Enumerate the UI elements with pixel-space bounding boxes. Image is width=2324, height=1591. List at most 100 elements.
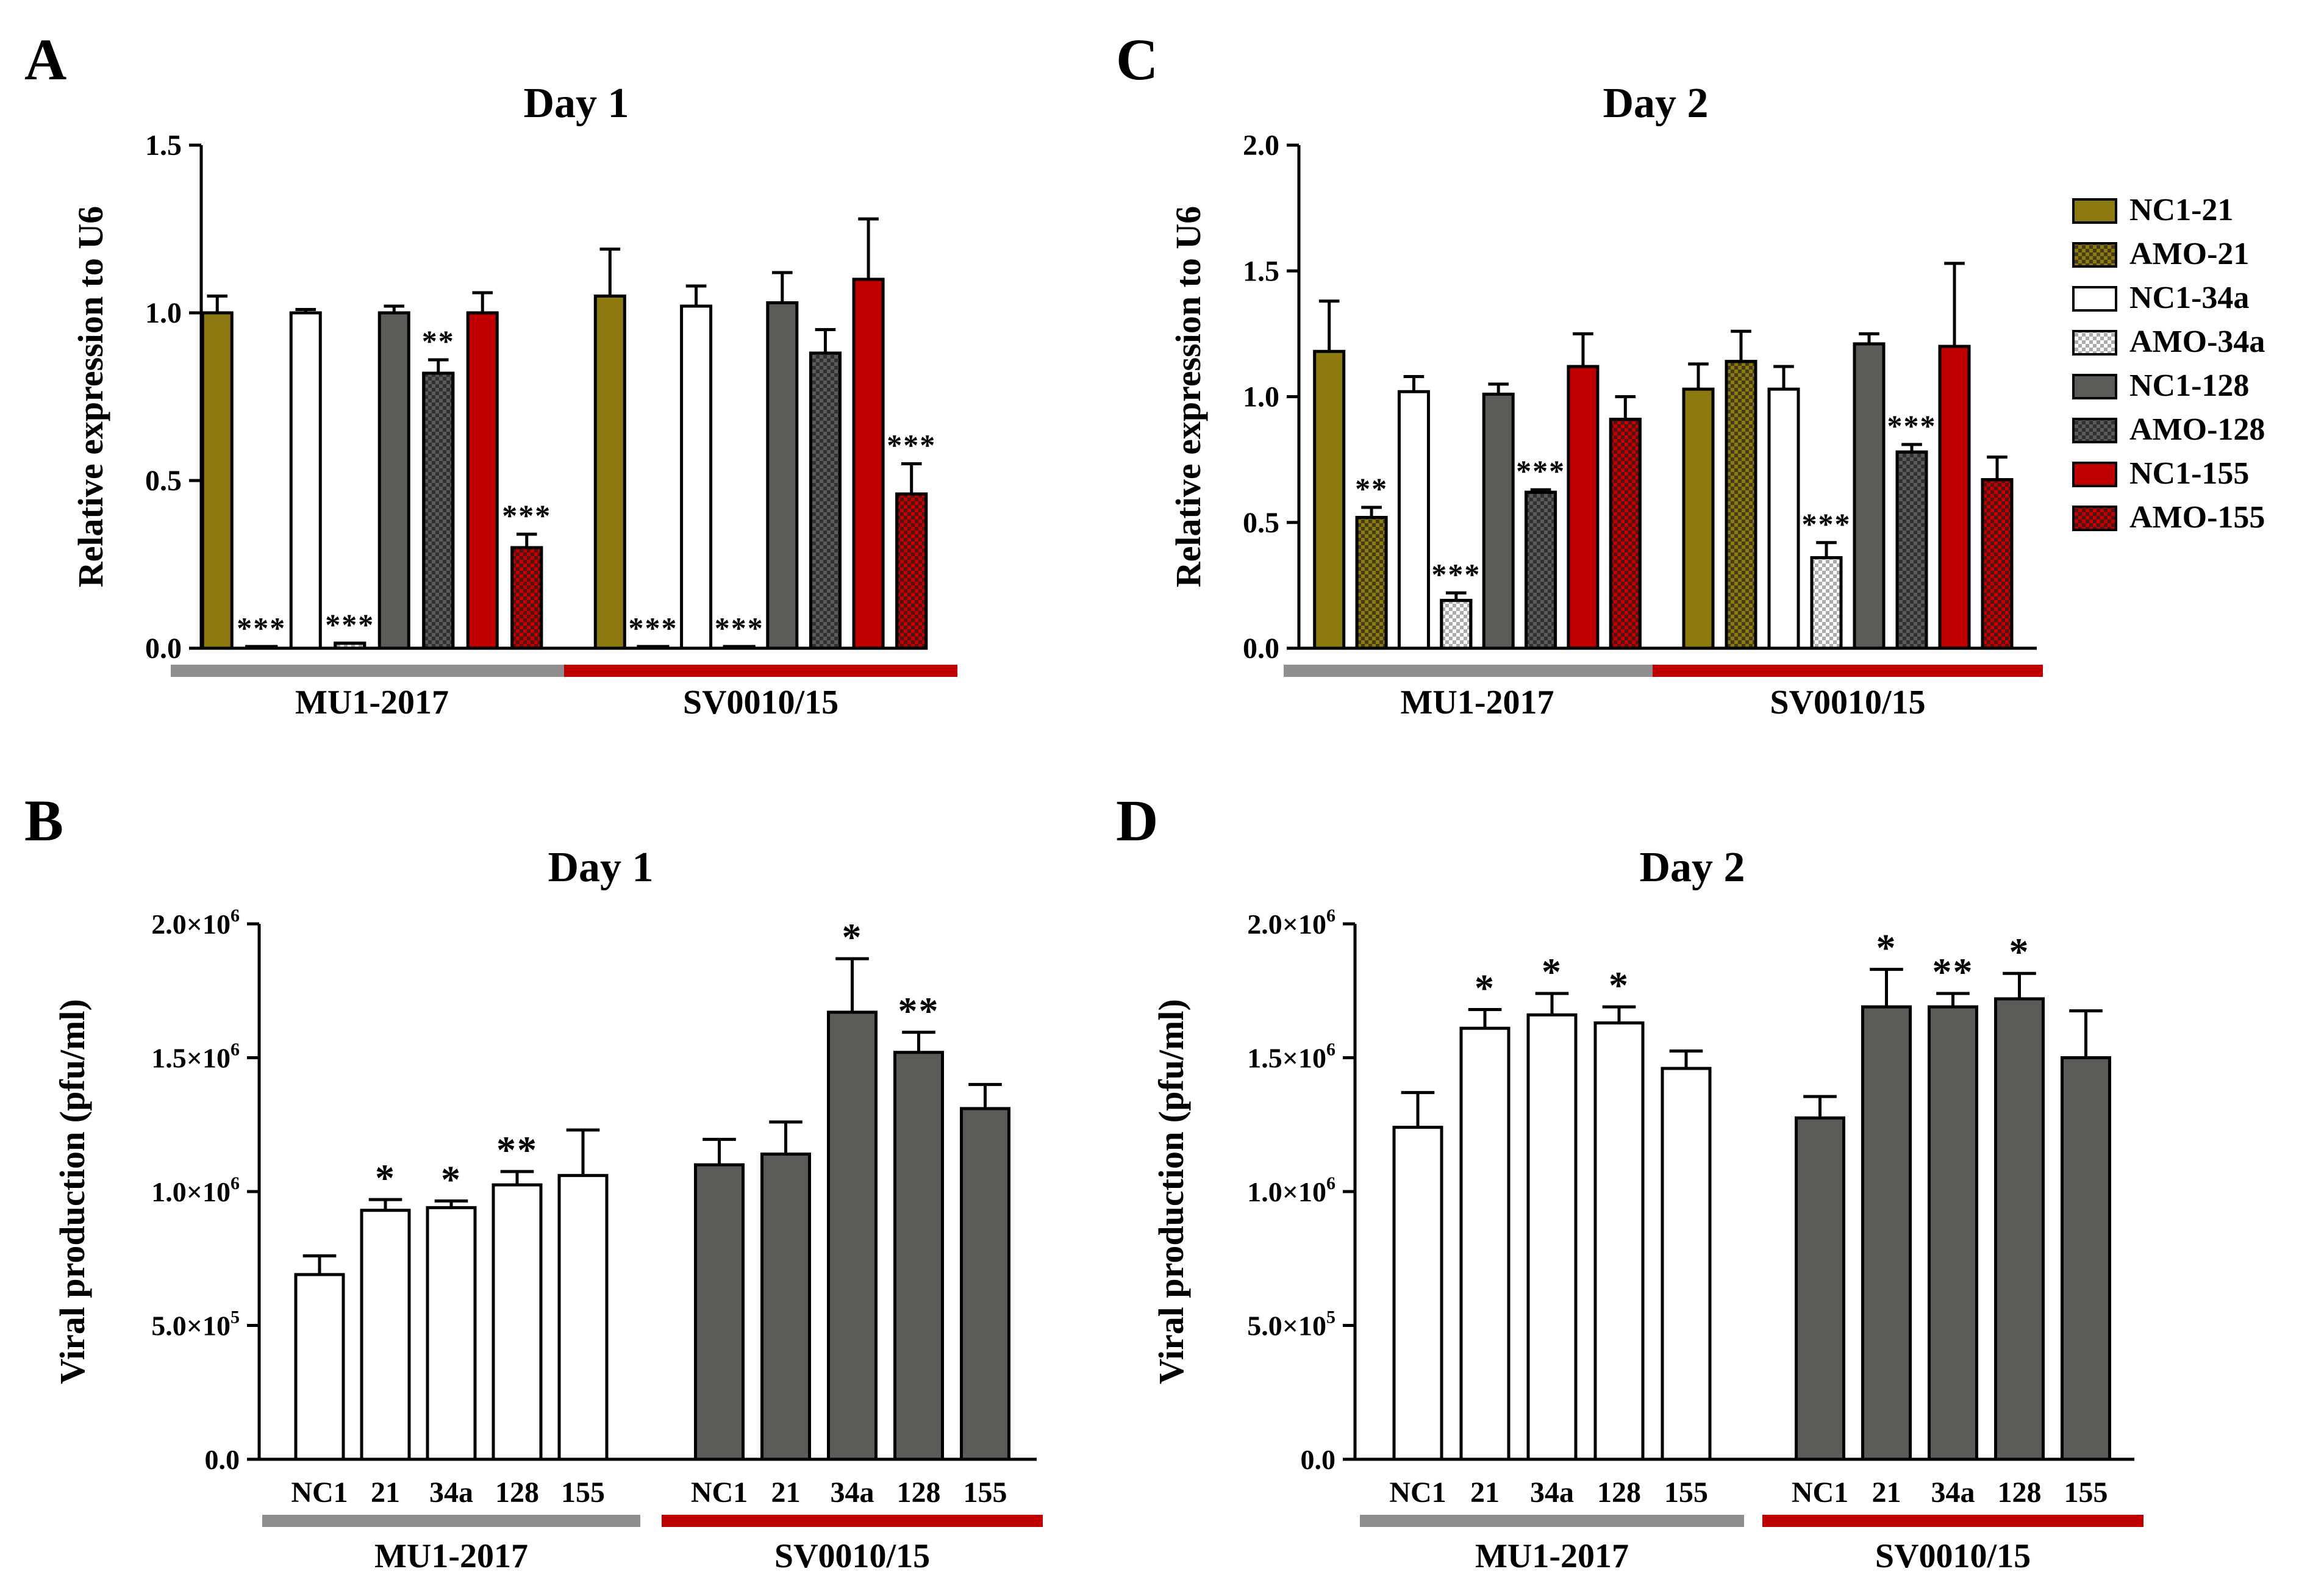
bar <box>760 1153 811 1461</box>
x-tick-label: 34a <box>1530 1476 1574 1509</box>
significance-label: * <box>2009 930 2030 973</box>
x-tick-label: 155 <box>964 1476 1007 1509</box>
x-tick-label: NC1 <box>1389 1476 1446 1509</box>
bar <box>593 295 626 650</box>
bar <box>377 311 410 650</box>
bar <box>1861 1005 1912 1461</box>
x-tick-label: 128 <box>495 1476 539 1509</box>
x-tick-label: 21 <box>371 1476 400 1509</box>
bar <box>1313 349 1346 650</box>
x-tick-label: 128 <box>1998 1476 2042 1509</box>
bar-pattern <box>1355 516 1388 650</box>
legend-swatch-pattern <box>2072 330 2117 356</box>
significance-label: * <box>1876 926 1897 970</box>
bar <box>1593 1021 1645 1461</box>
x-tick-label: 21 <box>1470 1476 1500 1509</box>
group-label: SV0010/15 <box>774 1537 930 1575</box>
y-tick-label: 1.5 <box>145 129 182 162</box>
bar <box>294 1273 345 1461</box>
x-tick-label: 34a <box>1931 1476 1975 1509</box>
significance-label: * <box>1609 964 1629 1007</box>
legend: NC1-21 AMO-21 NC1-34a AMO-34a NC1-128 AMO-128… <box>2072 193 2265 535</box>
y-tick-label: 1.0 <box>1243 381 1279 413</box>
bar-pattern <box>1981 478 2014 650</box>
legend-swatch-pattern <box>2072 506 2117 531</box>
legend-label: AMO-21 <box>2129 237 2249 271</box>
significance-label: ** <box>898 989 940 1032</box>
bar <box>492 1183 543 1461</box>
bar <box>201 311 234 650</box>
legend-label: AMO-155 <box>2129 500 2265 535</box>
y-tick-label: 2.0×106 <box>1247 906 1335 940</box>
bar-pattern <box>510 546 543 650</box>
bar <box>1661 1067 1712 1461</box>
y-tick-label: 2.0×106 <box>151 906 240 940</box>
bar <box>557 1174 609 1461</box>
bar-pattern <box>1810 556 1843 650</box>
y-tick-label: 2.0 <box>1243 129 1279 162</box>
y-tick-label: 0.5 <box>145 465 182 497</box>
bar-pattern <box>1725 360 1757 650</box>
group-label: MU1-2017 <box>1401 684 1554 721</box>
y-tick-label: 0.0 <box>205 1444 240 1475</box>
bar <box>1682 387 1715 650</box>
bar <box>893 1051 944 1461</box>
bar <box>1459 1026 1511 1461</box>
y-axis-label: Relative expression to U6 <box>71 206 110 588</box>
bar <box>680 304 713 650</box>
bar <box>426 1206 477 1461</box>
y-tick-label: 1.5 <box>1243 255 1279 287</box>
bar-pattern <box>723 645 756 650</box>
chart-title: Day 2 <box>1603 80 1708 127</box>
y-tick-label: 0.0 <box>145 632 182 665</box>
legend-label: AMO-34a <box>2129 324 2265 359</box>
panel-b-chart: B Day 1 0.0 5.0×105 1.0×106 1.5×106 2.0×106 Vir… <box>24 788 1043 1575</box>
legend-swatch <box>2072 286 2117 312</box>
significance-label: *** <box>1887 409 1937 443</box>
significance-label: * <box>1542 950 1562 993</box>
chart-title: Day 1 <box>548 844 653 891</box>
group-bar <box>1360 1515 1744 1527</box>
bar <box>1938 345 1971 650</box>
group-bar <box>564 665 957 677</box>
bar-pattern <box>245 645 278 650</box>
significance-label: *** <box>502 498 551 532</box>
panel-letter: D <box>1116 788 1158 853</box>
y-tick-label: 0.5 <box>1243 507 1279 539</box>
y-tick-label: 0.0 <box>1301 1444 1336 1475</box>
x-tick-label: 155 <box>2064 1476 2108 1509</box>
significance-label: *** <box>1516 454 1565 488</box>
y-axis-label: Relative expression to U6 <box>1168 206 1208 588</box>
legend-swatch <box>2072 198 2117 224</box>
bar <box>1397 390 1430 650</box>
bar <box>827 1010 878 1461</box>
panel-letter: B <box>24 788 63 853</box>
legend-label: AMO-128 <box>2129 412 2265 447</box>
x-tick-label: NC1 <box>691 1476 748 1509</box>
bar-pattern <box>895 492 928 650</box>
bar <box>1767 387 1800 650</box>
panel-d-chart: D Day 2 0.0 5.0×105 1.0×106 1.5×106 2.0×106 Vir… <box>1116 788 2143 1575</box>
significance-label: ** <box>496 1128 538 1171</box>
significance-label: * <box>1475 966 1495 1009</box>
significance-label: ** <box>422 324 455 358</box>
bar <box>694 1163 745 1461</box>
bar-pattern <box>422 371 455 650</box>
bar-pattern <box>334 642 366 650</box>
bar-pattern <box>1609 418 1642 650</box>
bar <box>1795 1116 1845 1461</box>
bar <box>1928 1005 1978 1461</box>
group-label: MU1-2017 <box>295 684 449 721</box>
legend-label: NC1-128 <box>2129 368 2249 403</box>
legend-swatch-pattern <box>2072 242 2117 268</box>
bar-pattern <box>637 645 670 650</box>
group-label: SV0010/15 <box>1770 684 1925 721</box>
group-bar <box>171 665 573 677</box>
bar-pattern <box>809 351 842 650</box>
significance-label: ** <box>1355 471 1388 506</box>
significance-label: *** <box>628 610 678 645</box>
y-tick-label: 1.0×106 <box>1247 1173 1335 1207</box>
significance-label: *** <box>1431 557 1481 591</box>
bar <box>852 277 885 650</box>
bar <box>466 311 499 650</box>
